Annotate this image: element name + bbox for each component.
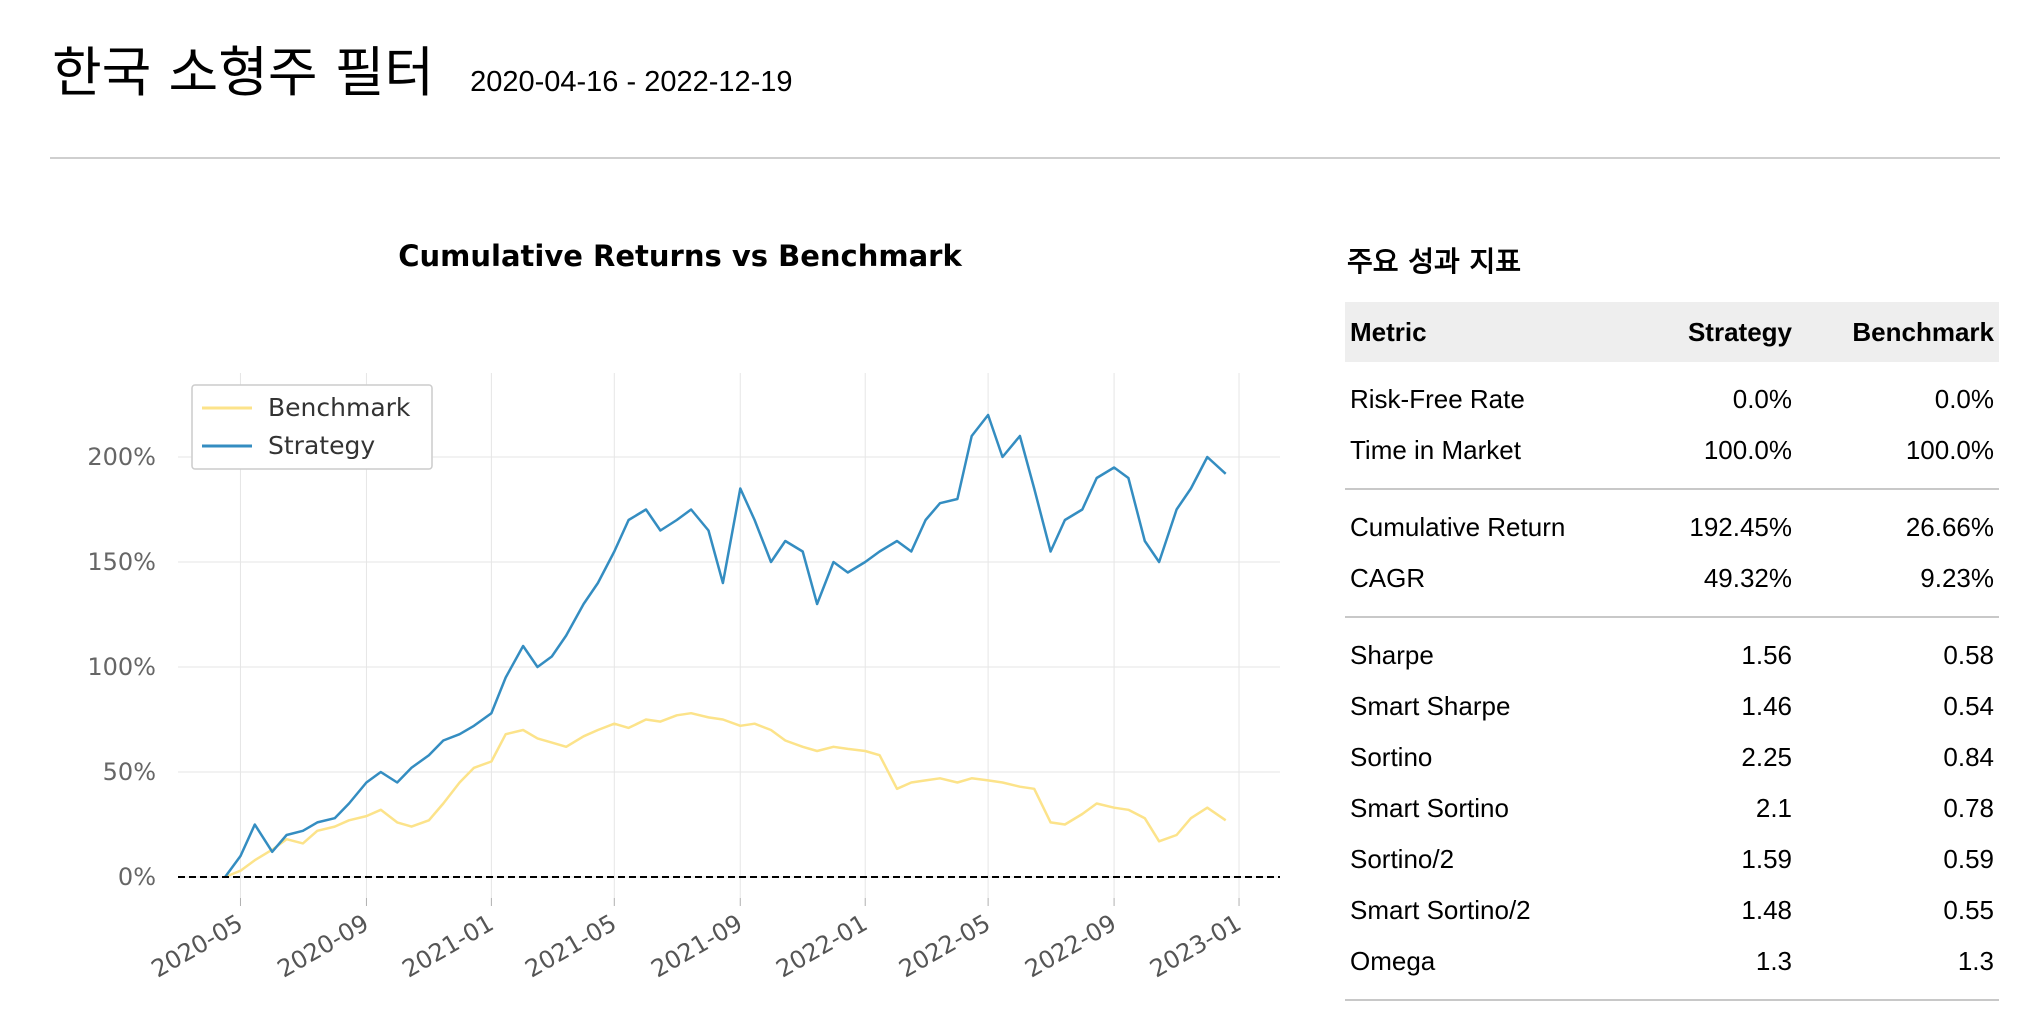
table-row: Time in Market 100.0% 100.0% <box>1345 425 1999 476</box>
header-metric: Metric <box>1345 302 1646 362</box>
benchmark-value: 100.0% <box>1905 435 1994 465</box>
y-tick-label: 0% <box>118 863 156 891</box>
y-tick-label: 150% <box>87 548 156 576</box>
x-tick-label: 2021-05 <box>520 909 621 983</box>
x-tick-label: 2021-09 <box>646 909 747 983</box>
header-strategy: Strategy <box>1645 302 1798 362</box>
chart-title: Cumulative Returns vs Benchmark <box>398 239 962 273</box>
metric-name: Smart Sortino/2 <box>1350 895 1531 925</box>
x-tick-label: 2022-01 <box>771 909 872 983</box>
chart-svg: Cumulative Returns vs Benchmark 2020-05 20… <box>87 239 1280 983</box>
table-row: Risk-Free Rate 0.0% 0.0% <box>1345 374 1999 425</box>
metric-name: CAGR <box>1350 563 1426 593</box>
strategy-value: 2.25 <box>1741 742 1793 772</box>
metric-name: Sharpe <box>1350 640 1434 670</box>
group-divider <box>1345 999 1999 1002</box>
y-tick-label: 50% <box>103 758 156 786</box>
report-header: 한국 소형주 필터 2020-04-16 - 2022-12-19 <box>52 28 793 107</box>
strategy-value: 49.32% <box>1703 563 1793 593</box>
strategy-value: 1.46 <box>1741 691 1793 721</box>
strategy-value: 2.1 <box>1755 793 1793 823</box>
benchmark-value: 0.0% <box>1934 384 1994 414</box>
x-tick-label: 2022-09 <box>1020 909 1121 983</box>
table-row: CAGR 49.32% 9.23% <box>1345 553 1999 604</box>
benchmark-value: 0.78 <box>1943 793 1994 823</box>
x-tick-label: 2022-05 <box>894 909 995 983</box>
x-tick-label: 2021-01 <box>398 909 499 983</box>
table-row: Sharpe 1.56 0.58 <box>1345 630 1999 681</box>
metrics-table: Metric Strategy Benchmark Risk-Free Rate… <box>1345 302 1999 1002</box>
x-tick-label: 2020-09 <box>273 909 374 983</box>
strategy-value: 1.59 <box>1741 844 1793 874</box>
strategy-value: 1.3 <box>1755 946 1793 976</box>
metric-name: Smart Sharpe <box>1350 691 1511 721</box>
table-row: Sortino/2 1.59 0.59 <box>1345 834 1999 885</box>
metrics-header-row: Metric Strategy Benchmark <box>1345 302 1999 362</box>
table-row: Cumulative Return 192.45% 26.66% <box>1345 502 1999 553</box>
strategy-value: 1.48 <box>1741 895 1793 925</box>
header-divider <box>50 157 2000 159</box>
benchmark-value: 0.54 <box>1943 691 1994 721</box>
table-row: Sortino 2.25 0.84 <box>1345 732 1999 783</box>
metric-name: Time in Market <box>1350 435 1521 465</box>
strategy-value: 0.0% <box>1732 384 1793 414</box>
benchmark-value: 0.59 <box>1943 844 1994 874</box>
metric-name: Smart Sortino <box>1350 793 1509 823</box>
benchmark-value: 0.55 <box>1943 895 1994 925</box>
metric-name: Cumulative Return <box>1350 512 1566 542</box>
metric-name: Risk-Free Rate <box>1350 384 1525 414</box>
benchmark-value: 0.58 <box>1943 640 1994 670</box>
legend-box <box>191 384 433 470</box>
cumulative-returns-chart: Cumulative Returns vs Benchmark 2020-05 20… <box>60 230 1300 1030</box>
legend-label: Strategy <box>268 431 375 460</box>
metrics-title: 주요 성과 지표 <box>1347 245 1522 278</box>
y-tick-label: 200% <box>87 443 156 471</box>
table-row: Smart Sortino 2.1 0.78 <box>1345 783 1999 834</box>
benchmark-value: 9.23% <box>1920 563 1994 593</box>
series-line-strategy <box>224 413 1227 878</box>
strategy-value: 100.0% <box>1703 435 1793 465</box>
strategy-value: 1.56 <box>1741 640 1793 670</box>
legend-label: Benchmark <box>268 393 411 422</box>
x-tick-label: 2020-05 <box>147 909 248 983</box>
series-line-benchmark <box>224 711 1227 879</box>
benchmark-value: 0.84 <box>1943 742 1994 772</box>
y-tick-label: 100% <box>87 653 156 681</box>
table-row: Omega 1.3 1.3 <box>1345 936 1999 987</box>
metrics-panel: 주요 성과 지표 Metric Strategy Benchmark Risk-… <box>1345 240 2000 1002</box>
metric-name: Sortino <box>1350 742 1433 772</box>
x-tick-label: 2023-01 <box>1145 909 1246 983</box>
header-benchmark: Benchmark <box>1797 302 1999 362</box>
metric-name: Sortino/2 <box>1350 844 1455 874</box>
page-title: 한국 소형주 필터 <box>52 41 435 104</box>
benchmark-value: 26.66% <box>1905 512 1994 542</box>
table-row: Smart Sharpe 1.46 0.54 <box>1345 681 1999 732</box>
strategy-value: 192.45% <box>1689 512 1793 542</box>
benchmark-value: 1.3 <box>1957 946 1994 976</box>
date-range: 2020-04-16 - 2022-12-19 <box>470 66 793 98</box>
metric-name: Omega <box>1350 946 1436 976</box>
table-row: Smart Sortino/2 1.48 0.55 <box>1345 885 1999 936</box>
